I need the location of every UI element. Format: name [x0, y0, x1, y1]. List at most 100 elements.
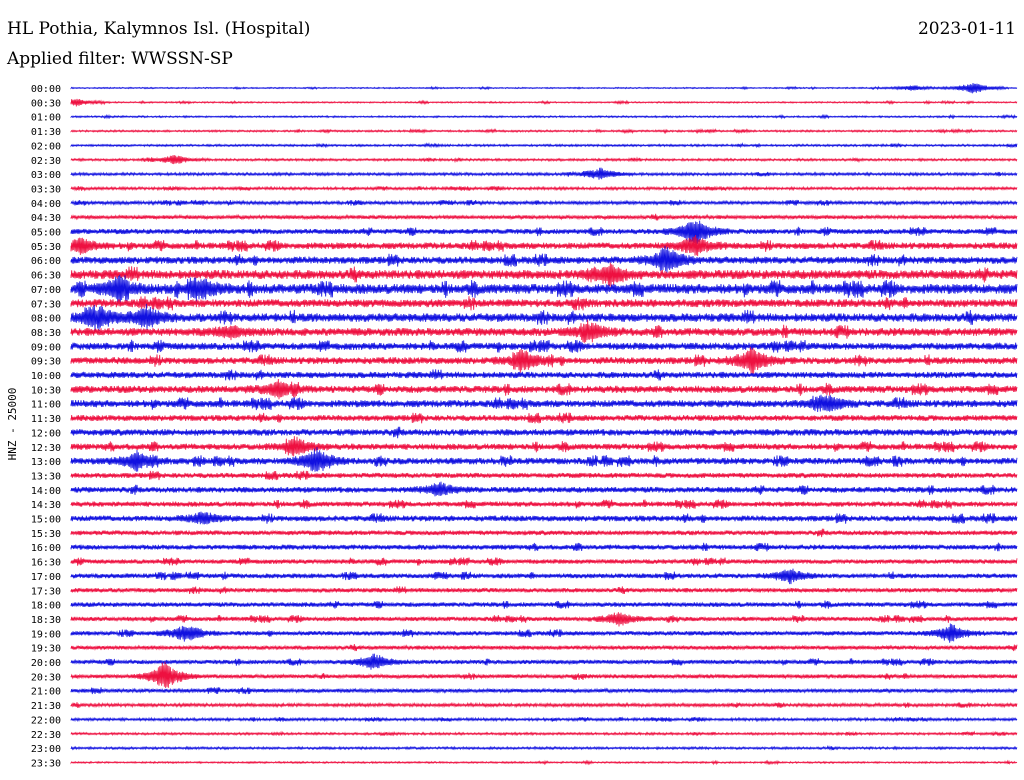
trace-line — [70, 213, 1018, 221]
trace-line — [70, 701, 1018, 709]
time-label: 04:30 — [31, 213, 61, 224]
trace-line — [70, 623, 1018, 643]
trace-line — [70, 644, 1018, 652]
trace-line — [70, 199, 1018, 206]
trace-line — [70, 511, 1018, 525]
trace-line — [70, 542, 1018, 552]
time-label: 21:00 — [31, 687, 61, 698]
time-label: 08:00 — [31, 314, 61, 325]
time-label: 08:30 — [31, 328, 61, 339]
time-label: 03:30 — [31, 184, 61, 195]
time-label: 21:30 — [31, 701, 61, 712]
trace-line — [70, 303, 1018, 332]
trace-group — [70, 82, 1018, 766]
time-label: 01:00 — [31, 113, 61, 124]
record-date: 2023-01-11 — [917, 19, 1016, 39]
time-label: 06:00 — [31, 256, 61, 267]
trace-line — [70, 185, 1018, 192]
trace-line — [70, 142, 1018, 149]
time-label: 02:30 — [31, 156, 61, 167]
trace-line — [70, 447, 1018, 472]
time-label: 11:00 — [31, 400, 61, 411]
trace-line — [70, 128, 1018, 135]
time-label: 17:30 — [31, 586, 61, 597]
y-axis-label: HNZ - 25000 — [6, 388, 19, 461]
trace-line — [70, 319, 1018, 343]
trace-line — [70, 426, 1018, 439]
trace-line — [70, 730, 1018, 737]
trace-line — [70, 339, 1018, 353]
trace-line — [70, 600, 1018, 609]
time-label: 18:30 — [31, 615, 61, 626]
time-label: 20:30 — [31, 672, 61, 683]
trace-line — [70, 262, 1018, 288]
trace-line — [70, 436, 1018, 457]
time-label: 15:00 — [31, 515, 61, 526]
trace-line — [70, 528, 1018, 538]
trace-line — [70, 759, 1018, 766]
trace-line — [70, 245, 1018, 273]
time-label: 09:30 — [31, 357, 61, 368]
time-label: 17:00 — [31, 572, 61, 583]
trace-line — [70, 220, 1018, 246]
time-label: 05:00 — [31, 228, 61, 239]
trace-line — [70, 296, 1018, 311]
time-label: 14:00 — [31, 486, 61, 497]
trace-line — [70, 586, 1018, 595]
time-label: 15:30 — [31, 529, 61, 540]
trace-line — [70, 568, 1018, 585]
time-label: 14:30 — [31, 500, 61, 511]
trace-line — [70, 744, 1018, 751]
trace-line — [70, 687, 1018, 695]
filter-label: Applied filter: WWSSN-SP — [7, 49, 233, 69]
time-label: 03:00 — [31, 170, 61, 181]
time-label: 10:30 — [31, 385, 61, 396]
trace-line — [70, 499, 1018, 509]
time-label: 11:30 — [31, 414, 61, 425]
time-label: 18:00 — [31, 601, 61, 612]
time-label: 06:30 — [31, 271, 61, 282]
time-label: 04:00 — [31, 199, 61, 210]
time-label: 10:00 — [31, 371, 61, 382]
trace-line — [70, 234, 1018, 257]
time-label: 02:00 — [31, 141, 61, 152]
time-label-group: 00:00 00:30 01:00 01:30 02:00 02:30 03:00 03:30… — [31, 84, 61, 769]
trace-line — [70, 716, 1018, 723]
time-label: 16:00 — [31, 543, 61, 554]
trace-line — [70, 378, 1018, 400]
time-label: 07:30 — [31, 299, 61, 310]
trace-line — [70, 394, 1018, 413]
time-label: 00:00 — [31, 84, 61, 95]
time-label: 13:30 — [31, 471, 61, 482]
time-label: 22:00 — [31, 715, 61, 726]
time-label: 00:30 — [31, 98, 61, 109]
time-label: 19:30 — [31, 644, 61, 655]
time-label: 22:30 — [31, 730, 61, 741]
trace-line — [70, 412, 1018, 424]
time-label: 23:00 — [31, 744, 61, 755]
trace-line — [70, 557, 1018, 566]
time-label: 09:00 — [31, 342, 61, 353]
time-label: 23:30 — [31, 758, 61, 769]
trace-line — [70, 113, 1018, 120]
trace-line — [70, 346, 1018, 376]
time-label: 19:00 — [31, 629, 61, 640]
time-label: 16:30 — [31, 558, 61, 569]
trace-line — [70, 470, 1018, 481]
trace-line — [70, 274, 1018, 304]
time-label: 05:30 — [31, 242, 61, 253]
station-title: HL Pothia, Kalymnos Isl. (Hospital) — [7, 19, 311, 39]
time-label: 01:30 — [31, 127, 61, 138]
trace-line — [70, 155, 1018, 165]
time-label: 07:00 — [31, 285, 61, 296]
trace-line — [70, 661, 1018, 689]
trace-line — [70, 167, 1018, 180]
trace-line — [70, 369, 1018, 381]
trace-line — [70, 612, 1018, 627]
trace-line — [70, 98, 1018, 107]
time-label: 12:30 — [31, 443, 61, 454]
time-label: 13:00 — [31, 457, 61, 468]
trace-line — [70, 82, 1018, 94]
trace-line — [70, 481, 1018, 497]
